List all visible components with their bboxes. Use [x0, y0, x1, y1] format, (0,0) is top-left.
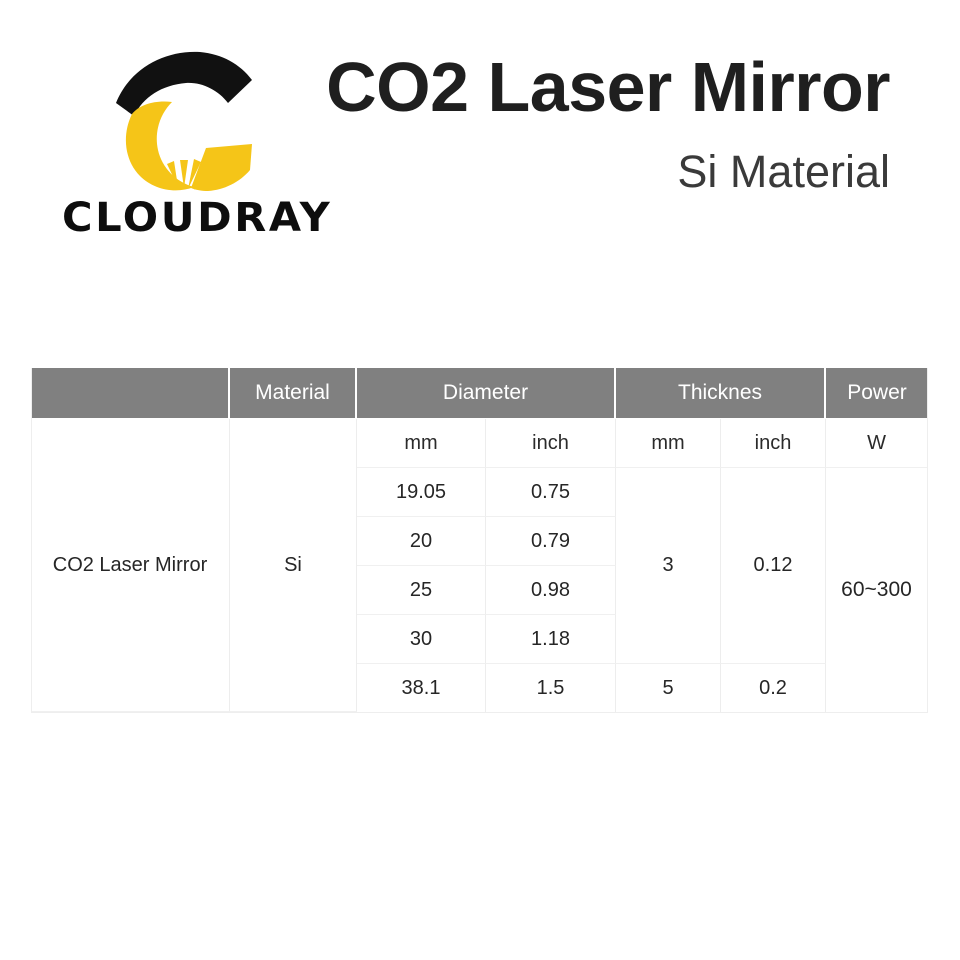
brand-logo-block: CLOUDRAY	[62, 48, 330, 243]
cell-diameter-mm: 25	[357, 566, 486, 615]
cloudray-crescent-sunburst-logo	[110, 48, 260, 196]
unit-thickness-inch: inch	[721, 419, 827, 468]
cell-diameter-inch: 0.75	[486, 468, 617, 517]
column-header-product	[31, 368, 230, 419]
unit-power-w: W	[826, 419, 929, 468]
unit-thickness-mm: mm	[616, 419, 722, 468]
cell-thickness-mm: 5	[616, 664, 722, 712]
table-row: 25 0.98	[31, 566, 928, 615]
cell-product-name: CO2 Laser Mirror	[31, 419, 230, 712]
cell-diameter-inch: 1.5	[486, 664, 617, 712]
unit-diameter-inch: inch	[486, 419, 617, 468]
cell-material-value: Si	[230, 419, 357, 712]
cloudray-wordmark: CLOUDRAY	[62, 195, 333, 241]
cell-thickness-inch: 0.2	[721, 664, 827, 712]
spec-table-container: Material Diameter Thicknes Power CO2 Las…	[31, 368, 929, 712]
table-row: 20 0.79	[31, 517, 928, 566]
page-title: CO2 Laser Mirror	[326, 48, 890, 126]
cell-thickness-mm: 3	[616, 468, 722, 664]
cell-thickness-inch: 0.12	[721, 468, 827, 664]
cell-diameter-inch: 1.18	[486, 615, 617, 664]
page-subtitle: Si Material	[677, 146, 890, 198]
column-header-diameter: Diameter	[357, 368, 617, 419]
cell-diameter-inch: 0.79	[486, 517, 617, 566]
title-group: CO2 Laser Mirror Si Material	[270, 48, 890, 198]
cell-diameter-mm: 20	[357, 517, 486, 566]
table-header-row: Material Diameter Thicknes Power	[31, 368, 929, 419]
table-row: 38.1 1.5 5 0.2	[31, 664, 928, 712]
cell-power-value: 60~300	[826, 468, 929, 712]
table-row: 30 1.18	[31, 615, 928, 664]
cell-diameter-mm: 19.05	[357, 468, 486, 517]
column-header-thickness: Thicknes	[616, 368, 827, 419]
table-units-row: CO2 Laser Mirror Si mm inch mm inch W	[31, 419, 929, 712]
cell-diameter-mm: 30	[357, 615, 486, 664]
unit-diameter-mm: mm	[357, 419, 486, 468]
cell-diameter-inch: 0.98	[486, 566, 617, 615]
spec-table: Material Diameter Thicknes Power CO2 Las…	[31, 368, 929, 712]
column-header-material: Material	[230, 368, 357, 419]
column-header-power: Power	[826, 368, 929, 419]
table-row: 19.05 0.75 3 0.12 60~300	[31, 468, 929, 712]
page-header: CLOUDRAY CO2 Laser Mirror Si Material	[0, 0, 960, 300]
cell-diameter-mm: 38.1	[357, 664, 486, 712]
